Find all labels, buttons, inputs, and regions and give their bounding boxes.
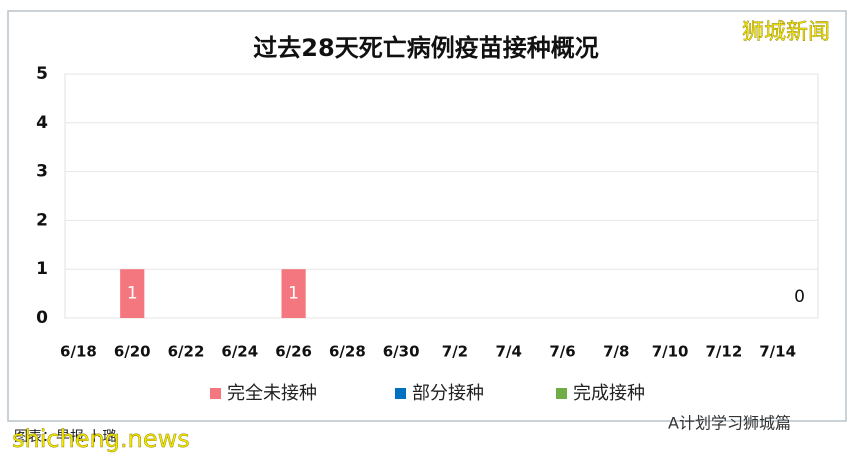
legend-label: 部分接种 <box>412 383 484 404</box>
x-tick-label: 7/4 <box>496 343 522 361</box>
x-tick-label: 7/12 <box>705 343 742 361</box>
data-label: 0 <box>794 287 805 307</box>
legend-label: 完成接种 <box>573 383 645 404</box>
chart-title: 过去28天死亡病例疫苗接种概况 <box>253 34 598 62</box>
y-tick-label: 1 <box>36 259 48 279</box>
x-tick-label: 6/20 <box>114 343 151 361</box>
y-tick-label: 2 <box>36 210 48 230</box>
x-tick-label: 7/6 <box>549 343 575 361</box>
y-tick-label: 5 <box>36 64 48 84</box>
y-tick-label: 0 <box>36 308 48 328</box>
data-label: 1 <box>288 284 299 304</box>
y-tick-label: 3 <box>36 162 48 182</box>
legend-swatch <box>210 388 221 399</box>
legend-label: 完全未接种 <box>227 383 317 404</box>
x-tick-label: 6/30 <box>383 343 420 361</box>
x-tick-label: 6/22 <box>168 343 205 361</box>
x-tick-label: 7/10 <box>652 343 689 361</box>
bar <box>120 269 145 318</box>
legend-swatch <box>556 388 567 399</box>
x-tick-label: 6/26 <box>275 343 312 361</box>
watermark: A计划学习狮城篇 <box>668 414 791 433</box>
x-tick-label: 7/8 <box>603 343 629 361</box>
watermark: 狮城新闻 <box>742 20 830 45</box>
watermark: shicheng.news <box>12 425 190 453</box>
y-tick-label: 4 <box>36 113 48 133</box>
x-tick-label: 7/14 <box>759 343 796 361</box>
legend-swatch <box>395 388 406 399</box>
x-tick-label: 6/28 <box>329 343 366 361</box>
x-tick-label: 6/24 <box>221 343 258 361</box>
x-tick-label: 7/2 <box>442 343 468 361</box>
x-tick-label: 6/18 <box>60 343 97 361</box>
chart-frame <box>7 10 847 422</box>
data-label: 1 <box>127 284 138 304</box>
bar <box>281 269 306 318</box>
source-note: 图表：早报·卜璐 <box>14 429 116 445</box>
